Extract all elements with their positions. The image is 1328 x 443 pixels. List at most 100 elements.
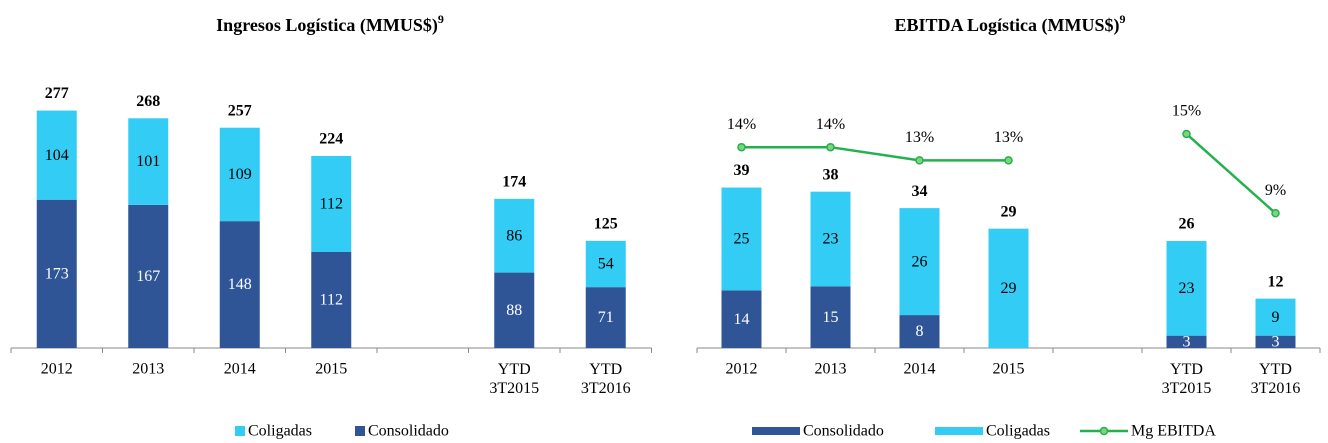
x-tick-label-line: 3T2016: [581, 380, 631, 397]
x-tick-label: 2015: [315, 361, 347, 378]
x-tick-label-line: YTD: [498, 361, 531, 378]
bar-segment: [219, 127, 260, 222]
bar-value-label: 14: [734, 311, 750, 328]
bar-segment: [311, 252, 352, 348]
x-tick-label: 2015: [993, 361, 1025, 378]
chart-title-text: EBITDA Logística (MMUS$): [895, 15, 1120, 36]
bar-value-label: 71: [598, 309, 614, 326]
line-marker: [1182, 129, 1191, 139]
bar-value-label: 26: [912, 253, 928, 270]
legend-label: Consolidado: [803, 423, 884, 440]
bar-value-label: 25: [734, 231, 750, 248]
x-tick-label-line: 3T2015: [489, 380, 539, 397]
footnote-mark: 9: [438, 12, 444, 26]
bar-segment: [585, 240, 626, 288]
chart-title-text: Ingresos Logística (MMUS$): [216, 15, 438, 36]
line-marker: [1004, 156, 1013, 165]
bar-value-label: 3: [1272, 334, 1280, 351]
legend-label: Consolidado: [368, 423, 449, 440]
bar-value-label: 23: [823, 231, 839, 248]
x-tick-label: 2014: [904, 361, 936, 378]
bar-segment: [219, 221, 260, 348]
total-label: 29: [1001, 203, 1017, 220]
x-tick-label-line: YTD: [1170, 361, 1203, 378]
bar-segment: [128, 118, 169, 205]
line-marker: [1271, 208, 1280, 218]
x-tick-label: YTD 3T2016: [1251, 361, 1301, 397]
line-marker: [915, 156, 924, 165]
bar-value-label: 112: [320, 196, 343, 213]
x-tick-label-line: 3T2016: [1251, 380, 1301, 397]
bar-segment: [899, 208, 940, 316]
bar-segment: [1166, 335, 1207, 348]
x-tick-label-line: YTD: [589, 361, 622, 378]
legend-swatch: [235, 426, 245, 436]
bar-segment: [494, 272, 535, 348]
legend-label: Mg EBITDA: [1131, 423, 1216, 440]
bar-value-label: 15: [823, 309, 839, 326]
bar-value-label: 101: [136, 153, 160, 170]
x-tick-label: YTD 3T2016: [581, 361, 631, 397]
total-label: 224: [319, 131, 343, 148]
bar-value-label: 8: [916, 323, 924, 340]
x-tick-label: 2014: [224, 361, 256, 378]
x-tick-label: YTD 3T2015: [489, 361, 539, 397]
bar-value-label: 3: [1183, 334, 1191, 351]
total-label: 268: [136, 93, 160, 110]
legend-marker: [1099, 426, 1109, 436]
bar-segment: [36, 199, 77, 348]
bar-value-label: 86: [506, 227, 522, 244]
bar-segment: [585, 287, 626, 348]
total-label: 257: [228, 102, 252, 119]
total-label: 125: [594, 216, 618, 233]
bar-segment: [810, 286, 851, 348]
bar-segment: [721, 187, 762, 291]
line-value-label: 13%: [905, 129, 934, 146]
chart-title: Ingresos Logística (MMUS$)9: [216, 12, 444, 36]
x-tick-label: 2012: [726, 361, 758, 378]
bar-value-label: 109: [228, 166, 252, 183]
x-tick-label-line: YTD: [1259, 361, 1292, 378]
footnote-mark: 9: [1120, 12, 1126, 26]
chart-title: EBITDA Logística (MMUS$)9: [895, 12, 1126, 36]
bar-segment: [810, 191, 851, 287]
bar-segment: [36, 110, 77, 200]
bar-segment: [1166, 241, 1207, 336]
total-label: 174: [502, 174, 526, 191]
bar-value-label: 9: [1272, 309, 1280, 326]
bar-value-label: 29: [1001, 280, 1017, 297]
total-label: 277: [45, 85, 69, 102]
total-label: 12: [1268, 273, 1284, 290]
legend-swatch: [752, 427, 800, 435]
x-tick-label: 2012: [41, 361, 73, 378]
legend-label: Coligadas: [986, 423, 1050, 440]
bar-value-label: 148: [228, 276, 252, 293]
line-marker: [826, 142, 835, 152]
legend-label: Coligadas: [248, 423, 312, 440]
total-label: 26: [1179, 216, 1195, 233]
line-marker: [737, 142, 746, 152]
line-value-label: 15%: [1172, 103, 1201, 120]
total-label: 34: [912, 183, 928, 200]
bar-segment: [494, 198, 535, 273]
bar-segment: [128, 204, 169, 348]
bar-segment: [311, 156, 352, 252]
bar-segment: [1255, 335, 1296, 348]
bar-segment: [899, 315, 940, 348]
x-tick-label-line: 3T2015: [1162, 380, 1212, 397]
bar-value-label: 167: [136, 268, 160, 285]
legend-swatch: [355, 426, 365, 436]
legend-swatch: [935, 427, 983, 435]
x-tick-label: YTD 3T2015: [1162, 361, 1212, 397]
line-value-label: 9%: [1265, 182, 1286, 199]
line-value-label: 14%: [816, 116, 845, 133]
bar-value-label: 88: [506, 302, 522, 319]
bar-value-label: 54: [598, 256, 614, 273]
bar-value-label: 23: [1179, 280, 1195, 297]
total-label: 38: [823, 166, 839, 183]
bar-segment: [1255, 298, 1296, 336]
bar-segment: [988, 228, 1029, 348]
line: [741, 133, 1277, 215]
x-tick-label: 2013: [815, 361, 847, 378]
